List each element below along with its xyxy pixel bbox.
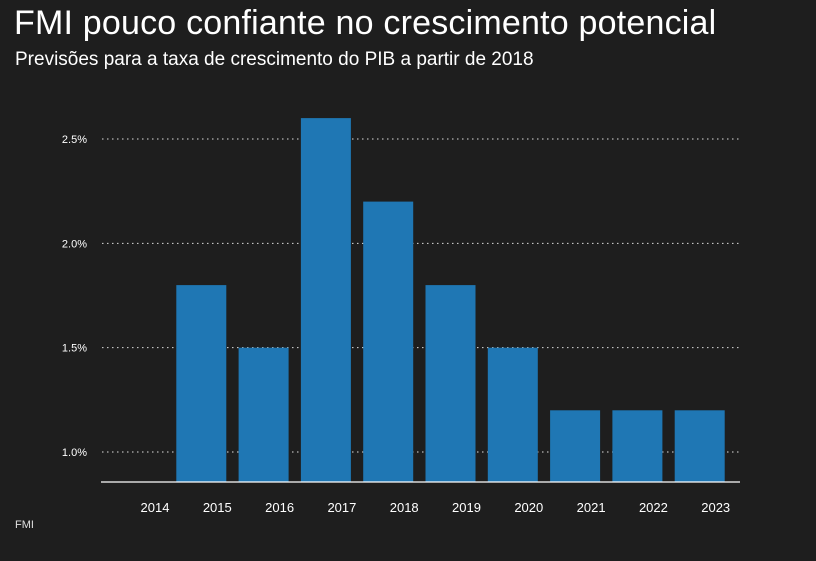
bars [176, 118, 725, 482]
bar-2015 [176, 285, 227, 482]
source-note: FMI [15, 519, 34, 531]
bar-2019 [425, 285, 476, 482]
x-tick-label: 2014 [141, 500, 170, 515]
bar-2018 [363, 201, 414, 482]
x-tick-label: 2015 [203, 500, 232, 515]
x-tick-label: 2020 [514, 500, 543, 515]
bar-2020 [487, 347, 538, 482]
chart-subtitle: Previsões para a taxa de crescimento do … [15, 49, 534, 70]
x-tick-label: 2022 [639, 500, 668, 515]
chart-title: FMI pouco confiante no crescimento poten… [14, 4, 717, 42]
bar-2023 [674, 410, 725, 482]
y-tick-label: 2.0% [62, 238, 87, 250]
y-tick-label: 1.0% [62, 447, 87, 459]
y-tick-label: 1.5% [62, 343, 87, 355]
x-tick-label: 2018 [390, 500, 419, 515]
y-tick-label: 2.5% [62, 134, 87, 146]
x-tick-label: 2019 [452, 500, 481, 515]
bar-2016 [238, 347, 289, 482]
x-tick-label: 2023 [701, 500, 730, 515]
x-tick-label: 2017 [327, 500, 356, 515]
bar-2021 [550, 410, 601, 482]
bar-2017 [300, 118, 351, 482]
bar-2022 [612, 410, 663, 482]
axes: 1.0% 1.5% 2.0% 2.5% 2014 2015 2016 2017 2018 2019… [62, 134, 740, 515]
x-tick-label: 2021 [577, 500, 606, 515]
x-tick-label: 2016 [265, 500, 294, 515]
